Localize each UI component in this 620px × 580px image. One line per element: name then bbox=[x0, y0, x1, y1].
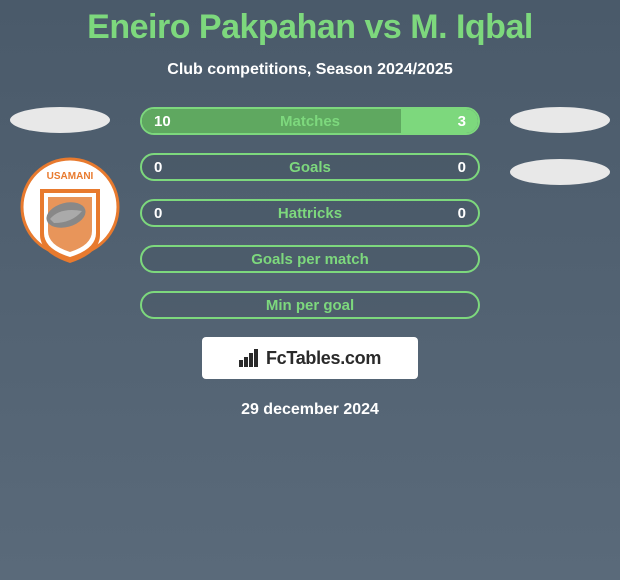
stats-bars: 10Matches30Goals00Hattricks0Goals per ma… bbox=[140, 107, 480, 319]
subtitle: Club competitions, Season 2024/2025 bbox=[0, 61, 620, 79]
stat-value-left: 10 bbox=[142, 113, 202, 130]
stat-row: 0Hattricks0 bbox=[140, 199, 480, 227]
content-area: USAMANI 10Matches30Goals00Hattricks0Goal… bbox=[0, 107, 620, 419]
stat-value-left: 0 bbox=[142, 205, 202, 222]
stat-value-right: 0 bbox=[418, 159, 478, 176]
stat-label: Min per goal bbox=[202, 297, 418, 314]
badge-text: USAMANI bbox=[47, 171, 94, 182]
stat-value-left: 0 bbox=[142, 159, 202, 176]
player-left-ellipse bbox=[10, 107, 110, 133]
chart-icon bbox=[239, 349, 260, 367]
stat-value-right: 3 bbox=[418, 113, 478, 130]
page-title: Eneiro Pakpahan vs M. Iqbal bbox=[0, 0, 620, 47]
date-label: 29 december 2024 bbox=[0, 401, 620, 419]
stat-value-right: 0 bbox=[418, 205, 478, 222]
player-right-ellipse-2 bbox=[510, 159, 610, 185]
stat-row: 10Matches3 bbox=[140, 107, 480, 135]
stat-row: Min per goal bbox=[140, 291, 480, 319]
stat-label: Goals bbox=[202, 159, 418, 176]
stat-row: 0Goals0 bbox=[140, 153, 480, 181]
stat-label: Goals per match bbox=[202, 251, 418, 268]
player-right-ellipse-1 bbox=[510, 107, 610, 133]
stat-label: Matches bbox=[202, 113, 418, 130]
brand-box: FcTables.com bbox=[202, 337, 418, 379]
brand-label: FcTables.com bbox=[266, 348, 381, 369]
club-badge: USAMANI bbox=[20, 157, 120, 267]
stat-row: Goals per match bbox=[140, 245, 480, 273]
stat-label: Hattricks bbox=[202, 205, 418, 222]
